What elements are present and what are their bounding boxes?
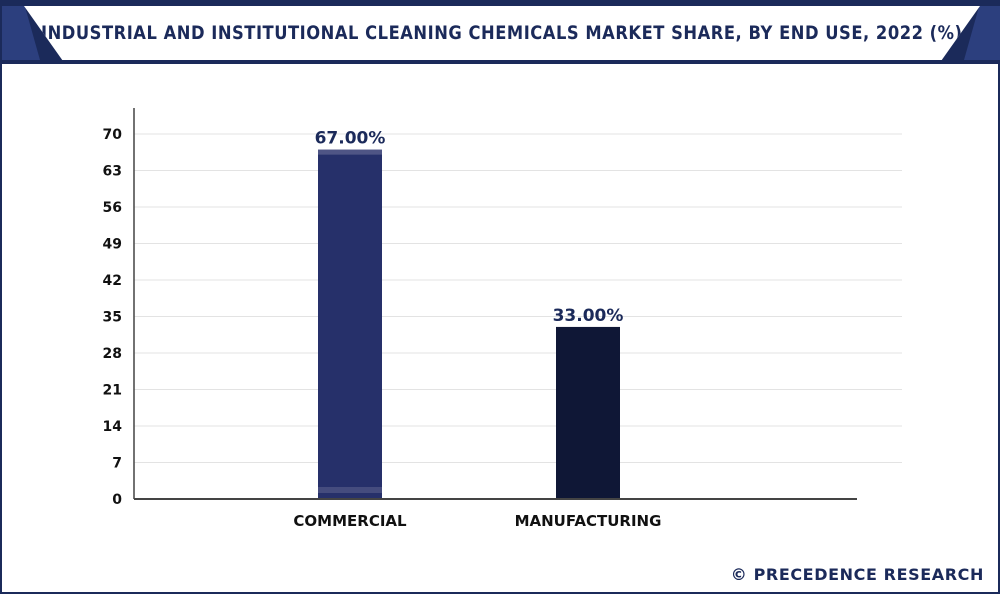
bar-commercial <box>318 149 382 499</box>
y-tick-label: 7 <box>112 456 122 472</box>
bar-data-label: 67.00% <box>315 129 386 149</box>
title-strip: INDUSTRIAL AND INSTITUTIONAL CLEANING CH… <box>24 6 980 60</box>
y-tick-label: 42 <box>103 273 122 289</box>
bars <box>318 149 620 499</box>
header-bar: INDUSTRIAL AND INSTITUTIONAL CLEANING CH… <box>2 2 1000 64</box>
x-category-labels: COMMERCIAL MANUFACTURING <box>293 512 661 530</box>
y-tick-label: 35 <box>103 310 122 326</box>
y-tick-label: 56 <box>103 200 122 216</box>
chart-title: INDUSTRIAL AND INSTITUTIONAL CLEANING CH… <box>41 22 963 44</box>
data-labels: 67.00% 33.00% <box>315 129 624 326</box>
footer-credit: © PRECEDENCE RESEARCH <box>730 565 984 584</box>
grid-lines <box>134 133 902 463</box>
y-tick-label: 0 <box>112 492 122 508</box>
bar-data-label: 33.00% <box>553 306 624 326</box>
y-tick-label: 28 <box>103 346 122 362</box>
bar-base-highlight <box>318 487 382 493</box>
bar-manufacturing <box>556 326 620 499</box>
y-tick-label: 21 <box>103 383 122 399</box>
y-tick-label: 49 <box>103 237 122 253</box>
bar-top-highlight <box>318 149 382 155</box>
y-tick-label: 70 <box>103 127 123 143</box>
x-category-label: COMMERCIAL <box>293 512 407 530</box>
y-tick-labels: 0 7 14 21 28 35 42 49 56 63 70 <box>103 127 123 508</box>
x-category-label: MANUFACTURING <box>515 512 662 530</box>
y-tick-label: 14 <box>103 419 123 435</box>
y-tick-label: 63 <box>103 164 122 180</box>
axes <box>133 108 857 500</box>
